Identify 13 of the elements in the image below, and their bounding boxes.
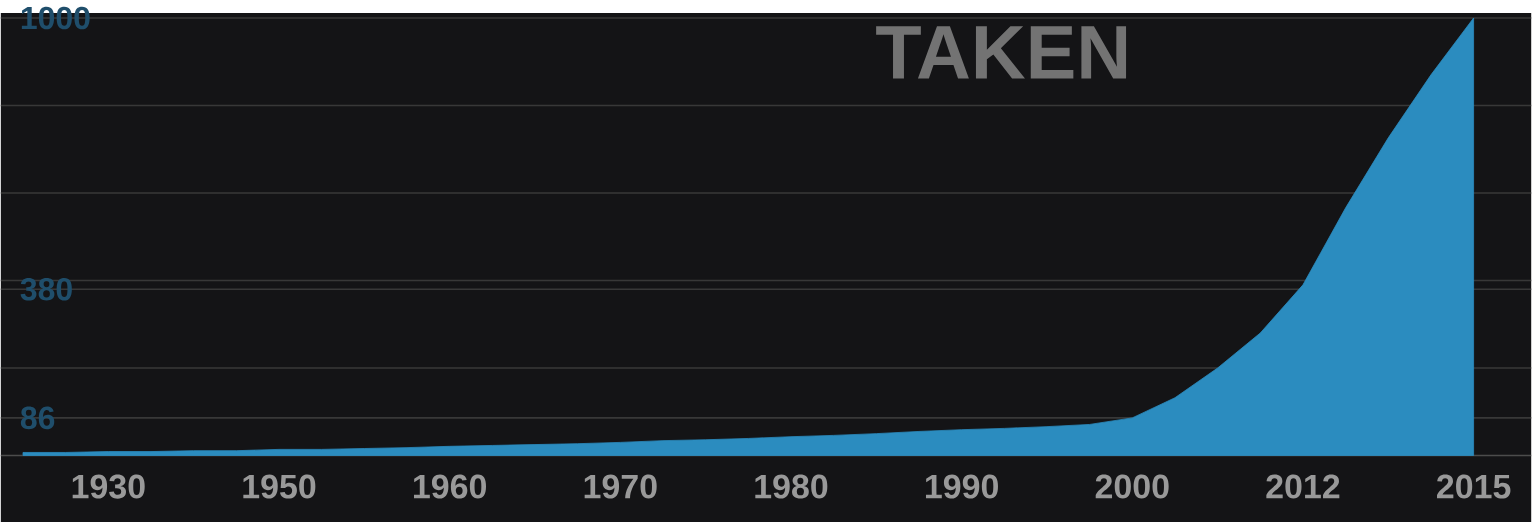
x-tick-label: 1930	[72, 474, 145, 499]
x-tick-label: 1990	[925, 474, 998, 499]
x-tick-label: 1980	[755, 474, 828, 499]
x-tick-label: 2012	[1266, 474, 1340, 499]
x-tick-label: 2000	[1095, 474, 1169, 499]
x-tick-label: 1970	[584, 474, 657, 499]
y-tick-label: 86	[20, 406, 55, 429]
x-tick-label: 2015	[1437, 474, 1511, 499]
x-tick-label: 1960	[414, 474, 487, 499]
chart-title: TAKEN	[876, 25, 1127, 79]
y-tick-label: 380	[20, 277, 72, 301]
y-tick-label: 1000	[21, 6, 90, 30]
x-tick-label: 1950	[243, 474, 316, 499]
